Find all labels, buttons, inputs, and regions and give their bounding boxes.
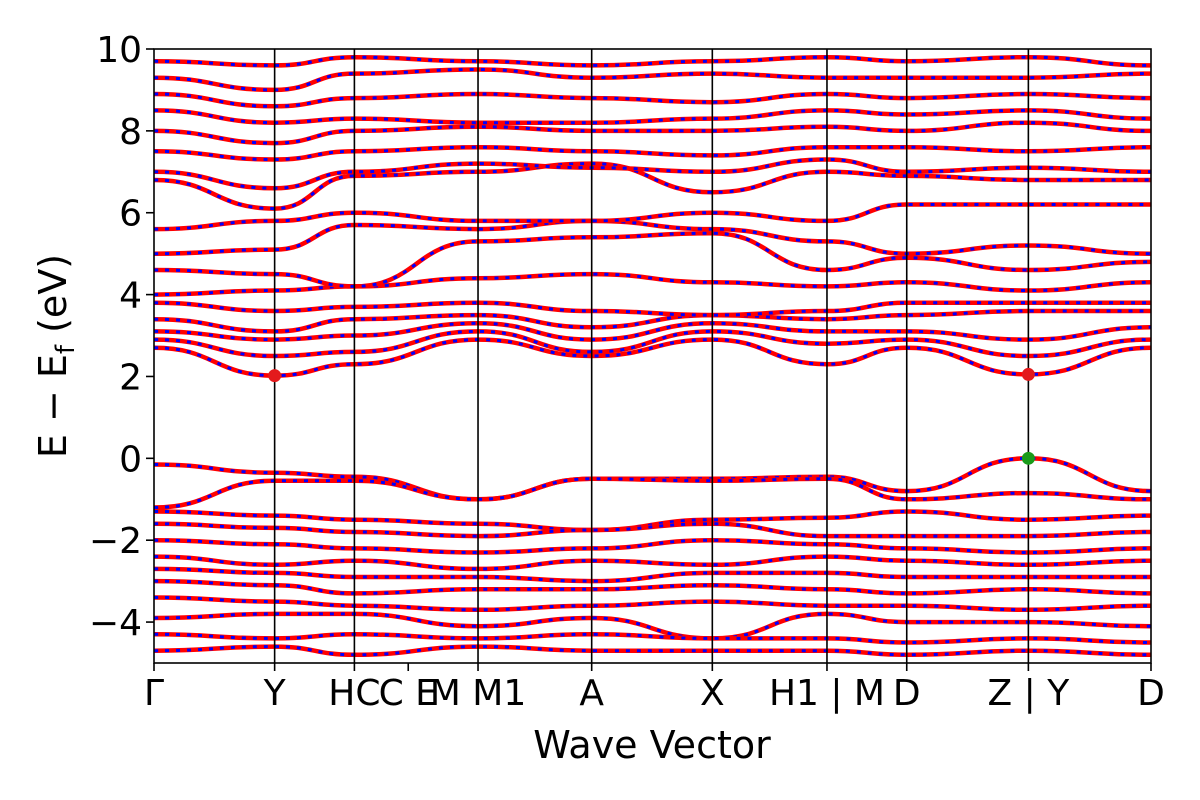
band-overlay-7 [154, 579, 1151, 595]
band-overlay-24 [154, 121, 1151, 145]
band-overlay-1 [154, 477, 1151, 509]
band-overlay-6 [154, 567, 1151, 583]
band-overlay-13 [154, 329, 1151, 358]
y-axis-label-subscript: f [51, 344, 81, 354]
x-tick-label-5: A [579, 673, 604, 714]
plot-frame [153, 48, 1152, 664]
x-tick-label-10: D [1137, 673, 1165, 714]
x-axis-label: Wave Vector [533, 723, 771, 767]
y-axis-label-main: E − E [31, 354, 75, 458]
y-tick-label-3: 2 [119, 357, 142, 398]
band-overlay-18 [154, 231, 1151, 288]
band-line-26 [154, 91, 1151, 109]
y-tick-label-5: 6 [119, 194, 142, 235]
cbm-marker-0 [268, 369, 282, 383]
y-tick-label-1: −2 [89, 521, 142, 562]
band-overlay-19 [154, 219, 1151, 256]
band-overlay-14 [154, 321, 1151, 342]
x-tick-label-9: Z | Y [988, 673, 1071, 714]
x-tick-label-7: H1 | M [769, 673, 885, 714]
bands [154, 54, 1151, 658]
band-overlay-22 [154, 157, 1151, 190]
y-tick-label-0: −4 [89, 603, 142, 644]
band-line-11 [154, 644, 1151, 658]
band-overlay-4 [154, 538, 1151, 555]
high-symmetry-lines [273, 49, 1030, 663]
x-tick-label-2: HC [328, 673, 380, 714]
band-overlay-16 [154, 301, 1151, 317]
y-axis: −4 −2 0 2 4 6 8 10 [89, 30, 154, 644]
band-overlay-9 [154, 612, 1151, 640]
band-overlay-21 [154, 162, 1151, 211]
x-tick-label-0: Γ [144, 673, 164, 714]
band-overlay-10 [154, 632, 1151, 645]
band-line-5 [154, 554, 1151, 572]
band-overlay-15 [154, 309, 1151, 333]
band-line-25 [154, 108, 1151, 125]
y-tick-label-6: 8 [119, 112, 142, 153]
x-tick-label-3: C E [379, 673, 438, 714]
cbm-marker-1 [1021, 367, 1035, 381]
band-overlay-12 [154, 338, 1151, 378]
band-overlay-28 [154, 55, 1151, 67]
y-tick-label-4: 4 [119, 276, 142, 317]
x-tick-label-1: Y [263, 673, 287, 714]
extrema-markers [268, 367, 1035, 465]
vbm-marker-2 [1021, 451, 1035, 465]
band-line-20 [154, 202, 1151, 232]
band-line-23 [154, 144, 1151, 162]
band-overlay-17 [154, 272, 1151, 297]
band-overlay-3 [154, 522, 1151, 538]
y-tick-label-2: 0 [119, 439, 142, 480]
y-axis-label: E − Ef (eV) [31, 254, 81, 458]
x-tick-label-4: M M1 [430, 673, 526, 714]
band-line-8 [154, 595, 1151, 613]
y-tick-label-7: 10 [96, 30, 142, 71]
x-tick-label-6: X [700, 673, 725, 714]
y-axis-label-unit: (eV) [31, 254, 75, 345]
x-tick-label-8: D [893, 673, 921, 714]
band-overlay-27 [154, 67, 1151, 92]
